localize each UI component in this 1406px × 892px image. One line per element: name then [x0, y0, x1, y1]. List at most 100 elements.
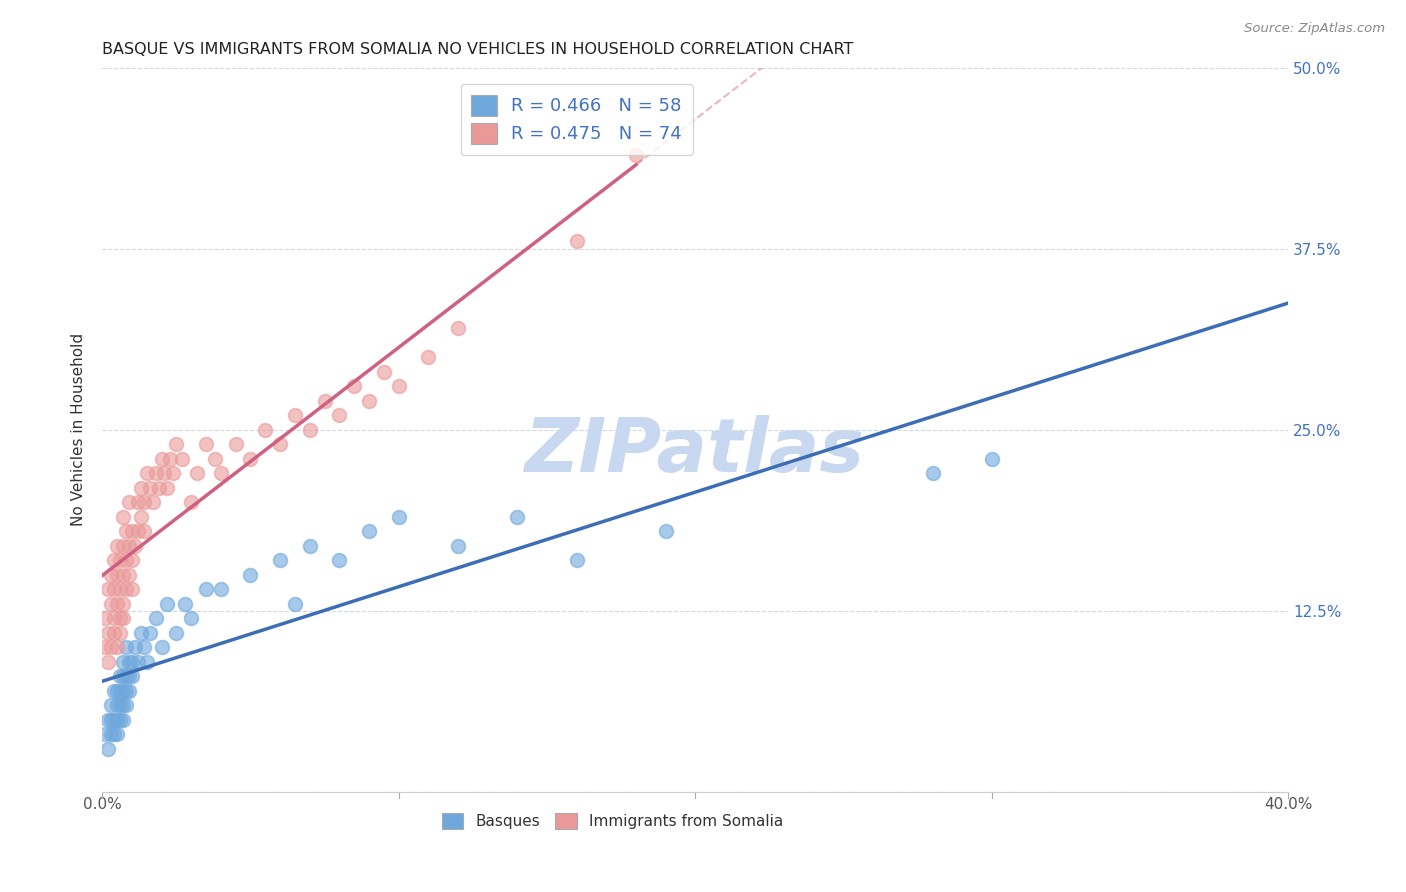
Point: [103, 611, 125, 625]
Point: [129, 509, 152, 524]
Point: [388, 509, 411, 524]
Point: [111, 683, 134, 698]
Point: [359, 393, 381, 408]
Point: [418, 351, 440, 365]
Point: [138, 625, 160, 640]
Point: [118, 567, 141, 582]
Point: [100, 597, 122, 611]
Point: [135, 467, 157, 481]
Point: [108, 625, 131, 640]
Point: [565, 235, 588, 249]
Point: [94, 640, 117, 654]
Point: [115, 582, 138, 596]
Point: [108, 553, 131, 567]
Point: [118, 669, 141, 683]
Point: [269, 437, 291, 451]
Point: [100, 640, 122, 654]
Y-axis label: No Vehicles in Household: No Vehicles in Household: [72, 334, 86, 526]
Point: [209, 467, 232, 481]
Point: [127, 655, 149, 669]
Point: [148, 481, 170, 495]
Point: [94, 611, 117, 625]
Point: [314, 393, 336, 408]
Point: [298, 539, 321, 553]
Point: [150, 640, 173, 654]
Point: [162, 467, 184, 481]
Point: [343, 379, 366, 393]
Point: [105, 698, 128, 712]
Point: [142, 495, 165, 509]
Point: [115, 640, 138, 654]
Point: [186, 467, 208, 481]
Point: [105, 567, 128, 582]
Point: [108, 611, 131, 625]
Point: [111, 611, 134, 625]
Text: Source: ZipAtlas.com: Source: ZipAtlas.com: [1244, 22, 1385, 36]
Point: [108, 698, 131, 712]
Point: [159, 451, 181, 466]
Point: [118, 495, 141, 509]
Point: [108, 669, 131, 683]
Point: [180, 611, 202, 625]
Text: ZIPatlas: ZIPatlas: [526, 415, 865, 488]
Point: [118, 655, 141, 669]
Point: [105, 713, 128, 727]
Point: [132, 640, 155, 654]
Point: [100, 567, 122, 582]
Point: [97, 582, 120, 596]
Point: [118, 539, 141, 553]
Point: [132, 524, 155, 539]
Point: [118, 683, 141, 698]
Point: [97, 741, 120, 756]
Point: [328, 409, 350, 423]
Point: [108, 683, 131, 698]
Point: [111, 567, 134, 582]
Point: [111, 669, 134, 683]
Point: [103, 625, 125, 640]
Point: [108, 713, 131, 727]
Point: [239, 451, 262, 466]
Point: [373, 365, 395, 379]
Point: [298, 423, 321, 437]
Point: [165, 625, 187, 640]
Point: [103, 683, 125, 698]
Point: [174, 597, 197, 611]
Point: [150, 451, 173, 466]
Point: [204, 451, 226, 466]
Point: [97, 655, 120, 669]
Point: [135, 655, 157, 669]
Point: [195, 437, 218, 451]
Point: [100, 727, 122, 741]
Point: [506, 509, 529, 524]
Point: [172, 451, 194, 466]
Point: [121, 655, 143, 669]
Point: [115, 553, 138, 567]
Point: [97, 713, 120, 727]
Point: [108, 582, 131, 596]
Point: [111, 655, 134, 669]
Point: [127, 495, 149, 509]
Point: [103, 553, 125, 567]
Point: [94, 727, 117, 741]
Point: [115, 524, 138, 539]
Point: [156, 597, 179, 611]
Point: [388, 379, 411, 393]
Point: [624, 147, 647, 161]
Point: [565, 553, 588, 567]
Point: [115, 683, 138, 698]
Point: [111, 509, 134, 524]
Point: [100, 698, 122, 712]
Point: [254, 423, 277, 437]
Point: [225, 437, 247, 451]
Point: [921, 467, 943, 481]
Point: [121, 582, 143, 596]
Point: [165, 437, 187, 451]
Point: [115, 669, 138, 683]
Point: [97, 625, 120, 640]
Point: [132, 495, 155, 509]
Point: [145, 611, 167, 625]
Point: [105, 727, 128, 741]
Point: [103, 727, 125, 741]
Point: [359, 524, 381, 539]
Point: [105, 640, 128, 654]
